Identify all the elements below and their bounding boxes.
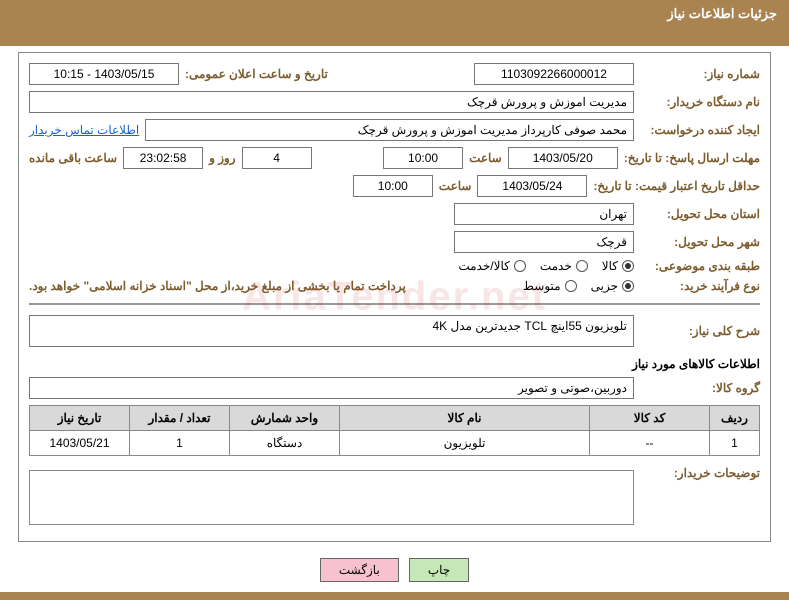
need-no-value: 1103092266000012: [474, 63, 634, 85]
print-button[interactable]: چاپ: [409, 558, 469, 582]
radio-partial-dot: [622, 280, 634, 292]
description-section: شرح کلی نیاز: تلویزیون 55اینچ TCL جدیدتر…: [29, 303, 760, 525]
need-no-label: شماره نیاز:: [640, 67, 760, 81]
category-label: طبقه بندی موضوعی:: [640, 259, 760, 273]
deadline-label: مهلت ارسال پاسخ: تا تاریخ:: [624, 151, 760, 165]
buyer-org-value: مدیریت اموزش و پرورش قرچک: [29, 91, 634, 113]
announce-value: 1403/05/15 - 10:15: [29, 63, 179, 85]
row-city: شهر محل تحویل: قرچک: [29, 231, 760, 253]
row-need-no: شماره نیاز: 1103092266000012 تاریخ و ساع…: [29, 63, 760, 85]
radio-goods-label: کالا: [602, 259, 618, 273]
row-deadline: مهلت ارسال پاسخ: تا تاریخ: 1403/05/20 سا…: [29, 147, 760, 169]
province-value: تهران: [454, 203, 634, 225]
desc-value: تلویزیون 55اینچ TCL جدیدترین مدل 4K: [29, 315, 634, 347]
radio-service-label: خدمت: [540, 259, 572, 273]
radio-medium-dot: [565, 280, 577, 292]
row-description: شرح کلی نیاز: تلویزیون 55اینچ TCL جدیدتر…: [29, 315, 760, 347]
contact-link[interactable]: اطلاعات تماس خریدار: [29, 123, 139, 137]
th-date: تاریخ نیاز: [30, 406, 130, 431]
footer-bar: [0, 592, 789, 600]
process-radios: جزیی متوسط: [523, 279, 634, 293]
header-spacer: [0, 28, 789, 46]
buyer-org-label: نام دستگاه خریدار:: [640, 95, 760, 109]
row-buyer-org: نام دستگاه خریدار: مدیریت اموزش و پرورش …: [29, 91, 760, 113]
countdown-value: 23:02:58: [123, 147, 203, 169]
buyer-notes-box[interactable]: [29, 470, 634, 525]
radio-both[interactable]: کالا/خدمت: [458, 259, 525, 273]
row-category: طبقه بندی موضوعی: کالا خدمت کالا/خدمت: [29, 259, 760, 273]
validity-time: 10:00: [353, 175, 433, 197]
td-date: 1403/05/21: [30, 431, 130, 456]
main-panel: AriaTender.net شماره نیاز: 1103092266000…: [18, 52, 771, 542]
td-unit: دستگاه: [230, 431, 340, 456]
time-label-2: ساعت: [439, 179, 472, 193]
deadline-time: 10:00: [383, 147, 463, 169]
th-qty: تعداد / مقدار: [130, 406, 230, 431]
row-requester: ایجاد کننده درخواست: محمد صوفی کارپرداز …: [29, 119, 760, 141]
button-row: چاپ بازگشت: [0, 548, 789, 592]
back-button[interactable]: بازگشت: [320, 558, 399, 582]
row-process: نوع فرآیند خرید: جزیی متوسط پرداخت تمام …: [29, 279, 760, 293]
row-validity: حداقل تاریخ اعتبار قیمت: تا تاریخ: 1403/…: [29, 175, 760, 197]
goods-group-value: دوربین،صوتی و تصویر: [29, 377, 634, 399]
radio-service-dot: [576, 260, 588, 272]
radio-goods[interactable]: کالا: [602, 259, 634, 273]
row-buyer-notes: توضیحات خریدار:: [29, 466, 760, 525]
deadline-date: 1403/05/20: [508, 147, 618, 169]
th-code: کد کالا: [590, 406, 710, 431]
province-label: استان محل تحویل:: [640, 207, 760, 221]
row-province: استان محل تحویل: تهران: [29, 203, 760, 225]
days-and-label: روز و: [209, 151, 236, 165]
radio-goods-dot: [622, 260, 634, 272]
buyer-notes-label: توضیحات خریدار:: [640, 466, 760, 480]
requester-label: ایجاد کننده درخواست:: [640, 123, 760, 137]
validity-date: 1403/05/24: [477, 175, 587, 197]
radio-partial[interactable]: جزیی: [591, 279, 634, 293]
requester-value: محمد صوفی کارپرداز مدیریت اموزش و پرورش …: [145, 119, 634, 141]
city-value: قرچک: [454, 231, 634, 253]
radio-both-label: کالا/خدمت: [458, 259, 509, 273]
td-qty: 1: [130, 431, 230, 456]
radio-medium-label: متوسط: [523, 279, 561, 293]
remaining-label: ساعت باقی مانده: [29, 151, 117, 165]
td-row: 1: [710, 431, 760, 456]
radio-service[interactable]: خدمت: [540, 259, 588, 273]
table-row: 1 -- تلویزیون دستگاه 1 1403/05/21: [30, 431, 760, 456]
th-unit: واحد شمارش: [230, 406, 340, 431]
row-goods-group: گروه کالا: دوربین،صوتی و تصویر: [29, 377, 760, 399]
goods-group-label: گروه کالا:: [640, 381, 760, 395]
th-row: ردیف: [710, 406, 760, 431]
table-header-row: ردیف کد کالا نام کالا واحد شمارش تعداد /…: [30, 406, 760, 431]
page-header: جزئیات اطلاعات نیاز: [0, 0, 789, 28]
city-label: شهر محل تحویل:: [640, 235, 760, 249]
days-value: 4: [242, 147, 312, 169]
radio-partial-label: جزیی: [591, 279, 618, 293]
th-name: نام کالا: [340, 406, 590, 431]
process-label: نوع فرآیند خرید:: [640, 279, 760, 293]
td-code: --: [590, 431, 710, 456]
validity-label: حداقل تاریخ اعتبار قیمت: تا تاریخ:: [593, 179, 760, 193]
radio-both-dot: [514, 260, 526, 272]
payment-note: پرداخت تمام یا بخشی از مبلغ خرید،از محل …: [29, 279, 406, 293]
td-name: تلویزیون: [340, 431, 590, 456]
desc-label: شرح کلی نیاز:: [640, 324, 760, 338]
announce-label: تاریخ و ساعت اعلان عمومی:: [185, 67, 328, 81]
radio-medium[interactable]: متوسط: [523, 279, 577, 293]
goods-table: ردیف کد کالا نام کالا واحد شمارش تعداد /…: [29, 405, 760, 456]
time-label-1: ساعت: [469, 151, 502, 165]
category-radios: کالا خدمت کالا/خدمت: [458, 259, 634, 273]
goods-info-title: اطلاعات کالاهای مورد نیاز: [29, 357, 760, 371]
page-title: جزئیات اطلاعات نیاز: [667, 6, 777, 21]
